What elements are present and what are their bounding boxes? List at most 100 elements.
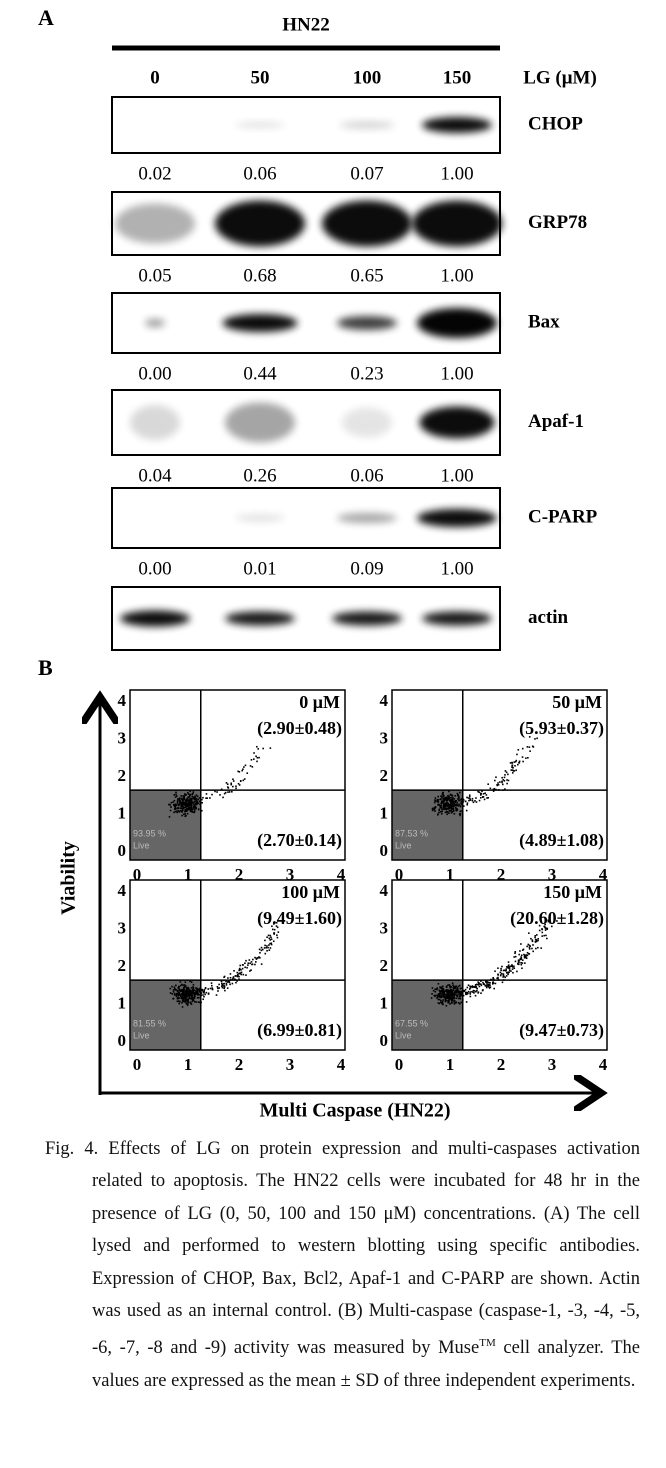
- x-tick-label: 1: [446, 865, 455, 884]
- event-dot: [175, 793, 177, 796]
- event-dot: [434, 988, 437, 991]
- event-dot: [448, 807, 450, 810]
- event-dot: [430, 997, 433, 999]
- event-dot: [460, 803, 463, 806]
- event-dot: [444, 997, 446, 999]
- event-dot: [502, 976, 504, 978]
- event-dot: [182, 984, 185, 986]
- event-dot: [457, 798, 459, 800]
- event-dot: [482, 981, 484, 984]
- event-dot: [177, 991, 180, 994]
- event-dot: [216, 791, 218, 793]
- event-dot: [528, 948, 531, 950]
- event-dot: [259, 951, 261, 954]
- event-dot: [192, 811, 194, 813]
- event-dot: [184, 992, 187, 994]
- event-dot: [507, 773, 509, 776]
- band: [235, 122, 285, 128]
- event-dot: [520, 958, 522, 961]
- event-dot: [492, 788, 495, 791]
- event-dot: [188, 800, 190, 802]
- event-dot: [180, 810, 183, 812]
- event-dot: [520, 961, 522, 964]
- quantification: 0.00: [138, 363, 171, 384]
- event-dot: [196, 803, 198, 805]
- event-dot: [453, 997, 456, 999]
- quantification: 0.04: [138, 465, 172, 486]
- event-dot: [224, 989, 226, 992]
- event-dot: [454, 985, 456, 988]
- event-dot: [500, 969, 502, 972]
- x-tick-label: 2: [497, 1055, 506, 1074]
- event-dot: [177, 807, 179, 810]
- event-dot: [223, 987, 225, 990]
- event-dot: [450, 812, 453, 814]
- event-dot: [179, 994, 182, 996]
- event-dot: [260, 946, 263, 949]
- event-dot: [439, 798, 442, 801]
- event-dot: [184, 996, 187, 998]
- event-dot: [192, 797, 194, 800]
- event-dot: [185, 994, 187, 997]
- event-dot: [174, 806, 177, 809]
- cell-line: HN22: [282, 14, 330, 35]
- event-dot: [182, 807, 185, 810]
- treatment-label: LG (μM): [523, 67, 597, 88]
- x-tick-label: 0: [395, 865, 404, 884]
- event-dot: [520, 943, 522, 945]
- event-dot: [184, 1000, 187, 1002]
- event-dot: [519, 950, 521, 952]
- event-dot: [507, 779, 510, 782]
- event-dot: [505, 771, 508, 774]
- event-dot: [221, 984, 224, 986]
- event-dot: [194, 989, 196, 992]
- event-dot: [516, 963, 519, 965]
- event-dot: [191, 1000, 194, 1003]
- event-dot: [176, 998, 179, 1000]
- event-dot: [543, 934, 545, 937]
- event-dot: [183, 806, 186, 809]
- event-dot: [211, 988, 214, 990]
- event-dot: [546, 927, 549, 930]
- event-dot: [468, 794, 471, 797]
- event-dot: [485, 794, 488, 796]
- event-dot: [185, 808, 188, 810]
- event-dot: [187, 998, 190, 1000]
- event-dot: [193, 799, 196, 801]
- event-dot: [187, 990, 189, 993]
- y-tick-label: 0: [118, 1031, 127, 1050]
- live-label: Live: [133, 1030, 150, 1040]
- event-dot: [182, 995, 184, 998]
- event-dot: [183, 796, 185, 799]
- event-dot: [191, 997, 193, 999]
- event-dot: [232, 977, 234, 980]
- event-dot: [453, 995, 455, 998]
- quantification: 0.44: [243, 363, 277, 384]
- event-dot: [504, 774, 506, 776]
- event-dot: [537, 946, 539, 949]
- event-dot: [440, 813, 443, 815]
- band: [225, 402, 295, 443]
- event-dot: [232, 785, 234, 788]
- event-dot: [436, 997, 438, 999]
- event-dot: [504, 976, 507, 979]
- event-dot: [177, 996, 179, 999]
- event-dot: [268, 937, 271, 940]
- event-dot: [186, 990, 188, 992]
- event-dot: [491, 983, 494, 985]
- event-dot: [437, 803, 440, 806]
- event-dot: [174, 810, 177, 813]
- event-dot: [451, 999, 454, 1001]
- event-dot: [180, 993, 183, 995]
- event-dot: [269, 934, 272, 937]
- event-dot: [436, 994, 438, 997]
- event-dot: [466, 802, 469, 804]
- event-dot: [226, 987, 229, 989]
- event-dot: [449, 794, 452, 796]
- figure: A HN22 LG (μM) B Viability Multi Caspase…: [38, 5, 666, 1122]
- plot-box: [129, 879, 346, 1051]
- event-dot: [469, 987, 472, 989]
- event-dot: [444, 995, 446, 998]
- event-dot: [442, 999, 444, 1001]
- event-dot: [434, 810, 436, 812]
